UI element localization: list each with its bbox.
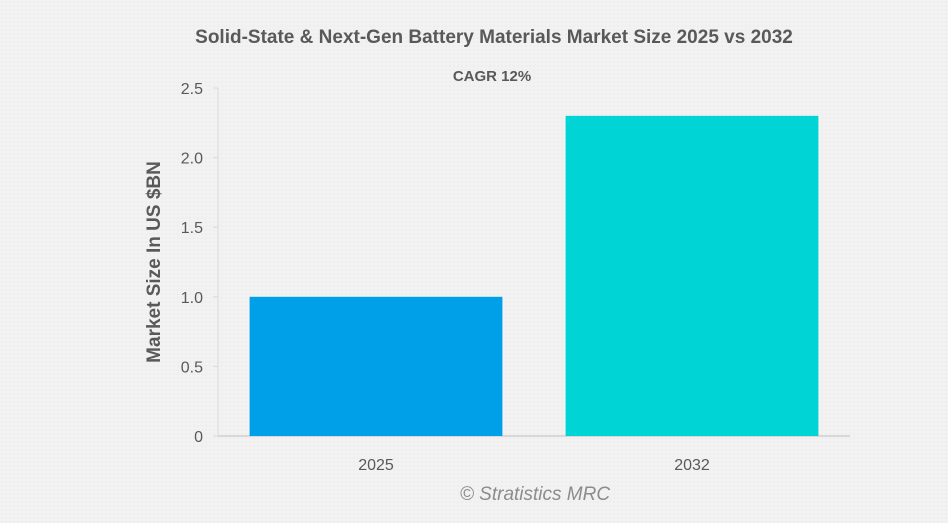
bars-group xyxy=(249,115,819,436)
y-tick-label: 0 xyxy=(194,429,203,446)
y-tick-label: 2.0 xyxy=(181,151,203,168)
bar-2025 xyxy=(249,296,503,436)
watermark: © Stratistics MRC xyxy=(459,484,611,505)
x-tick-label: 2032 xyxy=(674,457,710,474)
y-tick-label: 2.5 xyxy=(181,81,203,98)
y-tick-label: 0.5 xyxy=(181,359,203,376)
y-tick-label: 1.5 xyxy=(181,220,203,237)
chart-title: Solid-State & Next-Gen Battery Materials… xyxy=(195,27,793,48)
x-axis-ticks: 2025 2032 xyxy=(358,457,710,474)
y-axis-title: Market Size In US $BN xyxy=(144,161,165,363)
y-axis-ticks: 0 0.5 1.0 1.5 2.0 2.5 xyxy=(181,81,218,446)
chart-subtitle: CAGR 12% xyxy=(452,68,532,85)
bar-2032 xyxy=(565,115,819,436)
x-tick-label: 2025 xyxy=(358,457,394,474)
y-tick-label: 1.0 xyxy=(181,290,203,307)
